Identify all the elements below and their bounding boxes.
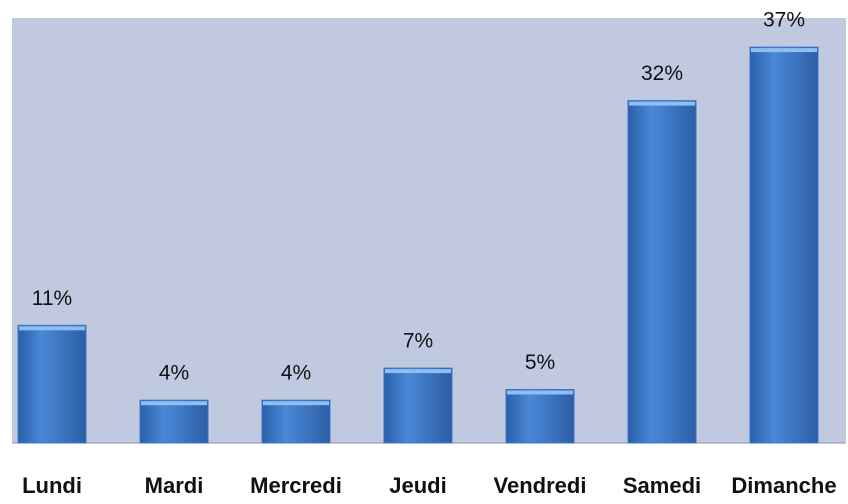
bar — [505, 389, 575, 444]
bar — [139, 399, 209, 444]
x-tick-label: Dimanche — [731, 473, 836, 498]
x-tick-label: Mercredi — [250, 473, 342, 498]
value-label: 11% — [32, 287, 72, 310]
bar-highlight — [141, 401, 207, 406]
bar-highlight — [19, 326, 85, 331]
bar-highlight — [385, 369, 451, 374]
bar-highlight — [629, 101, 695, 106]
value-label: 4% — [159, 362, 189, 385]
x-tick-label: Vendredi — [494, 473, 587, 498]
bar — [383, 367, 453, 444]
value-label: 7% — [403, 330, 433, 353]
x-tick-label: Jeudi — [389, 473, 446, 498]
value-label: 4% — [281, 362, 311, 385]
value-label: 32% — [641, 62, 683, 85]
bar — [627, 100, 697, 444]
x-tick-label: Samedi — [623, 473, 701, 498]
value-label: 37% — [763, 9, 805, 32]
bar — [749, 46, 819, 444]
bar-highlight — [507, 390, 573, 395]
value-label: 5% — [525, 351, 555, 374]
bar-highlight — [751, 48, 817, 53]
bar — [261, 399, 331, 444]
x-tick-label: Mardi — [145, 473, 204, 498]
x-tick-label: Lundi — [22, 473, 82, 498]
bar-highlight — [263, 401, 329, 406]
bar — [17, 324, 87, 444]
